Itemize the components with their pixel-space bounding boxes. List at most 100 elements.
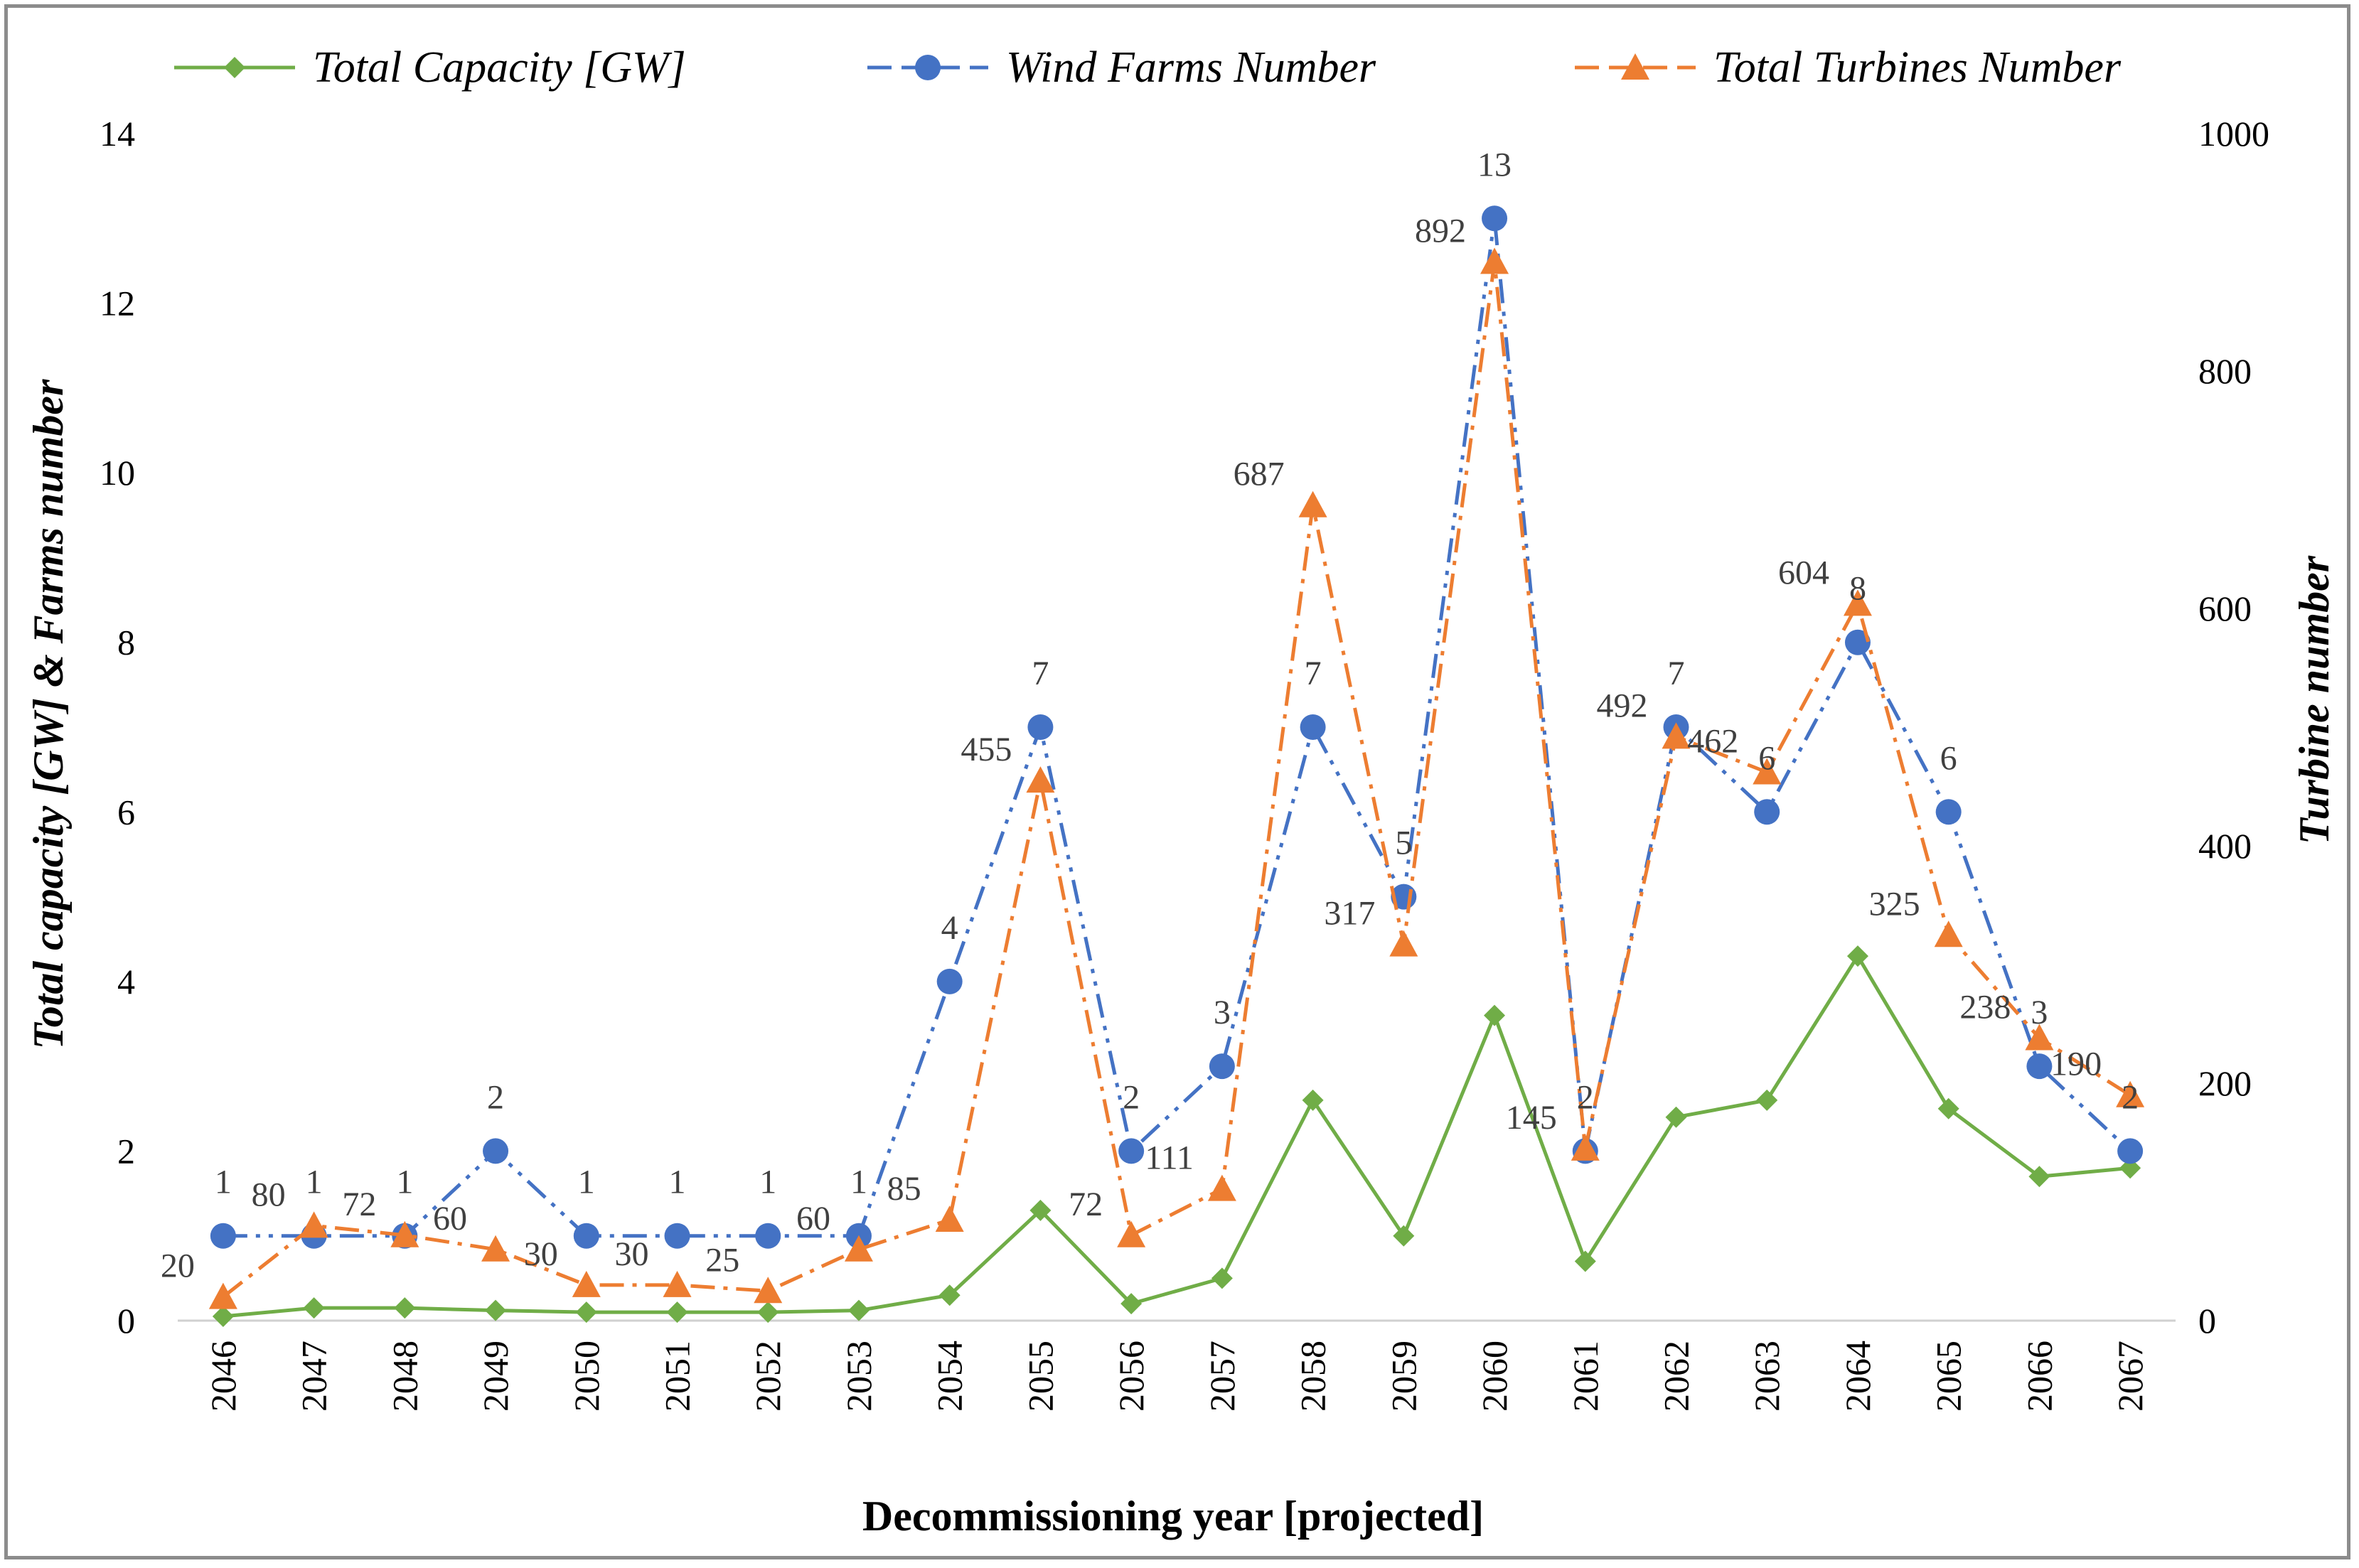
turbines-data-label: 687 [1234,456,1285,493]
data-point-total-capacity-gw [1484,1004,1506,1026]
farms-data-label: 3 [2031,994,2048,1031]
farms-data-label: 7 [1668,655,1685,692]
data-point-total-capacity-gw [1756,1089,1778,1111]
x-tick-label: 2050 [567,1341,606,1412]
x-tick-label: 2064 [1838,1341,1878,1412]
data-point-wind-farms-number [573,1223,599,1249]
turbines-data-label: 20 [161,1247,195,1285]
data-point-total-turbines-number [1117,1220,1146,1247]
legend-label-total-turbines-number: Total Turbines Number [1713,43,2122,92]
data-point-wind-farms-number [1754,799,1780,825]
data-point-total-capacity-gw [485,1299,507,1321]
data-point-wind-farms-number [936,968,963,994]
data-point-total-turbines-number [2025,1024,2054,1051]
farms-data-label: 7 [1305,655,1322,692]
data-point-total-capacity-gw [1846,945,1868,967]
data-point-wind-farms-number [1300,714,1326,740]
farms-data-label: 3 [1214,994,1231,1031]
data-point-wind-farms-number [1209,1053,1235,1080]
legend-marker-total-turbines-number [1621,53,1649,80]
data-point-total-capacity-gw [1120,1293,1143,1315]
series-line-wind-farms-number [223,216,2131,1238]
farms-data-label: 2 [2122,1078,2139,1116]
farms-data-label: 4 [941,909,958,947]
data-point-total-turbines-number [1571,1134,1600,1161]
right-y-axis-title: Turbine number [2291,555,2338,844]
data-point-total-capacity-gw [212,1306,234,1328]
farms-data-label: 13 [1477,146,1512,183]
data-point-wind-farms-number [1482,205,1508,232]
left-y-axis-title: Total capacity [GW] & Farms number [25,379,72,1049]
turbines-data-label: 462 [1687,722,1738,760]
x-tick-label: 2051 [658,1341,697,1412]
turbines-data-label: 145 [1506,1099,1557,1137]
right-y-tick-label: 400 [2198,826,2252,866]
data-point-wind-farms-number [1844,629,1871,655]
data-point-wind-farms-number [1118,1138,1145,1164]
data-point-total-turbines-number [1934,920,1963,947]
x-tick-label: 2065 [1929,1341,1969,1412]
right-y-tick-label: 0 [2198,1301,2216,1341]
data-point-total-capacity-gw [847,1299,870,1321]
data-point-total-turbines-number [1843,589,1872,616]
left-y-tick-label: 10 [100,453,135,493]
data-point-total-capacity-gw [1574,1250,1596,1272]
x-tick-label: 2063 [1747,1341,1787,1412]
farms-data-label: 1 [215,1164,232,1201]
data-point-total-turbines-number [1207,1174,1236,1201]
data-point-wind-farms-number [483,1138,509,1164]
x-tick-label: 2062 [1657,1341,1696,1412]
farms-data-label: 1 [759,1164,776,1201]
data-point-total-turbines-number [1480,247,1509,274]
left-y-axis-ticks: 0 2 4 6 8 10 12 14 [100,114,135,1341]
x-tick-label: 2061 [1566,1341,1605,1412]
data-point-total-capacity-gw [1302,1089,1324,1111]
right-y-axis-ticks: 0 200 400 600 800 1000 [2198,114,2269,1341]
turbines-data-label: 892 [1415,212,1466,249]
left-y-tick-label: 4 [117,962,135,1002]
farms-data-label: 6 [1758,739,1775,777]
farms-data-label: 5 [1395,825,1412,862]
legend: Total Capacity [GW] Wind Farms Number Tota… [174,43,2122,92]
data-point-wind-farms-number [210,1223,236,1249]
data-point-wind-farms-number [664,1223,690,1249]
data-point-wind-farms-number [2026,1053,2053,1080]
data-point-total-turbines-number [390,1220,419,1247]
farms-data-label: 1 [578,1164,595,1201]
data-point-total-capacity-gw [757,1301,779,1323]
chart-frame [4,4,2350,1559]
data-point-total-capacity-gw [938,1284,961,1306]
data-point-total-capacity-gw [666,1301,688,1323]
farms-data-label: 2 [1577,1078,1594,1116]
data-point-total-turbines-number [663,1270,692,1297]
data-point-wind-farms-number [1935,799,1962,825]
series-total-capacity-gw [212,945,2141,1328]
turbines-data-label: 60 [433,1200,467,1237]
turbines-data-label: 85 [887,1170,921,1208]
data-point-total-turbines-number [1662,722,1691,749]
turbines-data-label: 111 [1145,1139,1193,1177]
data-point-wind-farms-number [2117,1138,2144,1164]
turbines-data-label: 325 [1869,885,1920,923]
x-tick-label: 2046 [203,1341,243,1412]
right-y-tick-label: 1000 [2198,114,2269,154]
farms-data-label: 1 [306,1164,323,1201]
x-tick-label: 2066 [2019,1341,2059,1412]
data-point-total-turbines-number [1298,490,1327,517]
right-y-tick-label: 600 [2198,589,2252,628]
series-layer [208,205,2145,1328]
data-point-total-turbines-number [844,1235,873,1262]
data-point-total-capacity-gw [1393,1225,1415,1247]
farms-data-label: 7 [1032,655,1049,692]
turbines-data-label: 25 [705,1241,739,1279]
data-point-total-capacity-gw [575,1301,597,1323]
data-point-total-turbines-number [935,1205,964,1233]
turbines-data-label: 238 [1959,989,2011,1026]
turbines-data-label: 455 [961,731,1012,768]
farms-data-label: 6 [1940,739,1957,777]
x-tick-label: 2047 [294,1341,334,1412]
legend-label-total-capacity-gw: Total Capacity [GW] [313,43,686,92]
x-tick-label: 2054 [930,1341,970,1412]
farms-data-label: 1 [396,1164,413,1201]
left-y-tick-label: 0 [117,1301,135,1341]
